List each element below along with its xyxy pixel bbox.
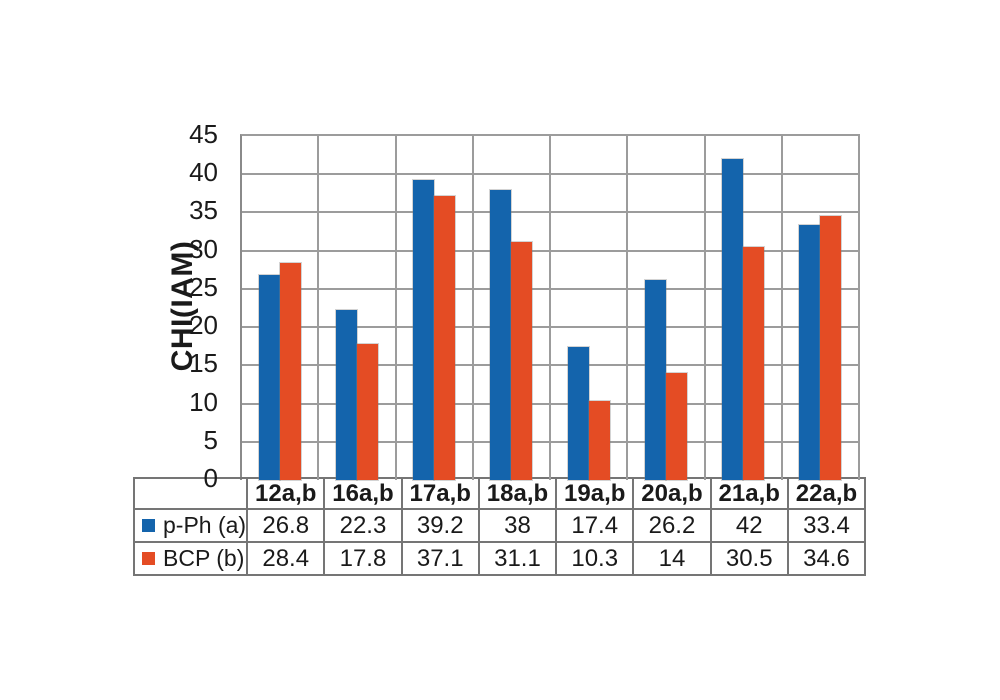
- value-cell-12a,b: 28.4: [246, 541, 326, 576]
- category-header-16a,b: 16a,b: [323, 477, 403, 510]
- gridline-y-40: [242, 173, 860, 176]
- bar-bcp-b--17a,b: [434, 196, 456, 480]
- legend-cell-bcp-b-: BCP (b): [132, 541, 249, 576]
- bar-p-ph-a--17a,b: [413, 180, 435, 480]
- y-tick-label-40: 40: [189, 157, 218, 188]
- category-column-22a,b: [783, 136, 860, 480]
- value-cell-19a,b: 10.3: [555, 541, 635, 576]
- gridline-y-25: [242, 287, 860, 290]
- gridline-y-20: [242, 326, 860, 329]
- y-tick-label-45: 45: [189, 119, 218, 149]
- value-cell-22a,b: 34.6: [786, 541, 867, 576]
- category-header-17a,b: 17a,b: [400, 477, 480, 510]
- legend-key-swatch: [142, 519, 155, 532]
- legend-cell-p-ph-a-: p-Ph (a): [132, 508, 249, 543]
- bar-p-ph-a--12a,b: [258, 275, 280, 480]
- plot-area: [240, 134, 860, 480]
- y-tick-label-5: 5: [203, 424, 218, 455]
- value-cell-18a,b: 38: [477, 508, 558, 543]
- bar-bcp-b--19a,b: [588, 401, 610, 480]
- y-tick-label-25: 25: [189, 271, 218, 302]
- bar-bcp-b--21a,b: [743, 246, 765, 480]
- y-tick-label-0: 0: [203, 463, 218, 493]
- category-column-17a,b: [397, 136, 474, 480]
- bar-p-ph-a--19a,b: [567, 347, 589, 480]
- gridline-y-30: [242, 249, 860, 252]
- bar-bcp-b--16a,b: [356, 343, 378, 480]
- bar-bcp-b--12a,b: [279, 262, 301, 480]
- category-header-18a,b: 18a,b: [477, 477, 558, 510]
- gridline-y-10: [242, 402, 860, 405]
- gridline-y-35: [242, 211, 860, 214]
- bar-p-ph-a--20a,b: [644, 279, 666, 480]
- value-cell-21a,b: 30.5: [709, 541, 789, 576]
- bar-bcp-b--22a,b: [820, 215, 842, 480]
- y-tick-label-20: 20: [189, 310, 218, 341]
- category-header-22a,b: 22a,b: [786, 477, 867, 510]
- value-cell-12a,b: 26.8: [246, 508, 326, 543]
- bar-p-ph-a--16a,b: [335, 309, 357, 480]
- data-table: 12a,b 16a,b 17a,b 18a,b 19a,b 20a,b 21a,b 22a,b…: [132, 477, 867, 576]
- bar-p-ph-a--22a,b: [799, 224, 821, 480]
- gridline-y-15: [242, 364, 860, 367]
- category-column-16a,b: [319, 136, 397, 480]
- bar-bcp-b--20a,b: [665, 372, 687, 480]
- bar-p-ph-a--21a,b: [722, 158, 744, 480]
- category-header-20a,b: 20a,b: [632, 477, 712, 510]
- table-spacer-cell: [132, 477, 249, 510]
- value-cell-18a,b: 31.1: [477, 541, 558, 576]
- category-header-12a,b: 12a,b: [246, 477, 326, 510]
- bar-p-ph-a--18a,b: [490, 189, 512, 480]
- category-column-21a,b: [706, 136, 783, 480]
- value-cell-20a,b: 14: [632, 541, 712, 576]
- y-tick-label-15: 15: [189, 348, 218, 379]
- value-cell-16a,b: 17.8: [323, 541, 403, 576]
- series-name: p-Ph (a): [163, 512, 247, 538]
- category-column-20a,b: [628, 136, 706, 480]
- value-cell-16a,b: 22.3: [323, 508, 403, 543]
- category-header-19a,b: 19a,b: [555, 477, 635, 510]
- category-header-21a,b: 21a,b: [709, 477, 789, 510]
- value-cell-19a,b: 17.4: [555, 508, 635, 543]
- value-cell-17a,b: 39.2: [400, 508, 480, 543]
- y-tick-label-35: 35: [189, 195, 218, 226]
- value-cell-21a,b: 42: [709, 508, 789, 543]
- value-cell-17a,b: 37.1: [400, 541, 480, 576]
- category-column-18a,b: [474, 136, 551, 480]
- y-tick-label-30: 30: [189, 233, 218, 264]
- category-column-12a,b: [242, 136, 320, 480]
- y-tick-label-10: 10: [189, 386, 218, 417]
- series-name: BCP (b): [163, 545, 245, 571]
- value-cell-22a,b: 33.4: [786, 508, 867, 543]
- category-column-19a,b: [551, 136, 629, 480]
- value-cell-20a,b: 26.2: [632, 508, 712, 543]
- gridline-y-5: [242, 440, 860, 443]
- bar-bcp-b--18a,b: [511, 242, 533, 480]
- legend-key-swatch: [142, 552, 155, 565]
